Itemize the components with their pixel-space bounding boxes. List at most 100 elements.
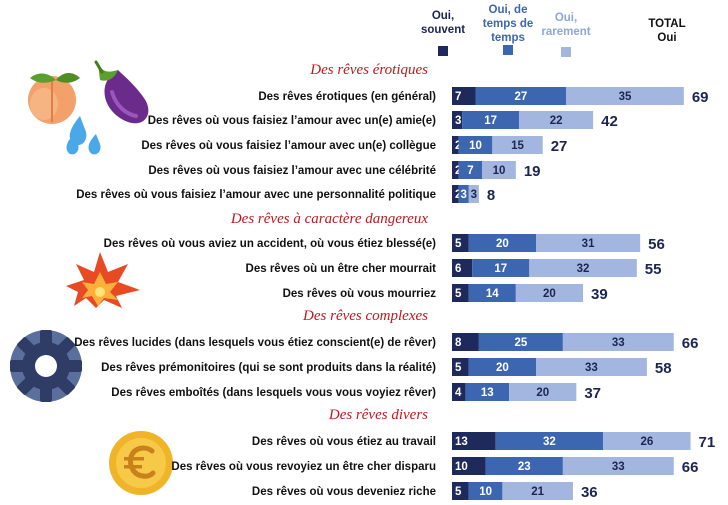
bar-segment bbox=[452, 284, 469, 302]
bar-value-label: 23 bbox=[518, 461, 531, 473]
bar-value-label: 2 bbox=[455, 165, 461, 177]
bar-value-label: 5 bbox=[455, 288, 462, 300]
bar-value-label: 10 bbox=[493, 165, 506, 177]
bar-value-label: 8 bbox=[455, 337, 462, 349]
bar-segment bbox=[452, 185, 459, 203]
bar-value-label: 17 bbox=[494, 263, 507, 275]
legend-label-rarement: rarement bbox=[541, 26, 590, 38]
section: Des rêves divers Des rêves où vous étiez … bbox=[171, 407, 715, 501]
bar-total-label: 37 bbox=[584, 385, 601, 402]
legend-swatch-rarement bbox=[561, 47, 571, 57]
bar-row-label: Des rêves lucides (dans lesquels vous ét… bbox=[74, 337, 436, 349]
bar-total-label: 8 bbox=[487, 187, 495, 204]
bar-row-label: Des rêves où vous faisiez l’amour avec u… bbox=[141, 140, 436, 152]
bar-value-label: 25 bbox=[514, 337, 527, 349]
section-title: Des rêves complexes bbox=[302, 308, 428, 324]
section-title: Des rêves érotiques bbox=[309, 62, 428, 78]
bar-value-label: 22 bbox=[550, 115, 563, 127]
bar-segment bbox=[468, 284, 516, 302]
legend-label-rarement: Oui, bbox=[555, 12, 577, 24]
bar-segment bbox=[452, 333, 479, 351]
bar-segment bbox=[452, 457, 486, 475]
bar-value-label: 5 bbox=[455, 362, 462, 374]
section-title: Des rêves divers bbox=[328, 407, 428, 423]
bar-total-label: 27 bbox=[551, 138, 568, 155]
bar-segment bbox=[468, 358, 536, 376]
bar-value-label: 2 bbox=[455, 140, 461, 152]
bar-value-label: 2 bbox=[455, 189, 461, 201]
bar-total-label: 19 bbox=[524, 163, 541, 180]
bar-total-label: 42 bbox=[601, 113, 618, 130]
bar-total-label: 56 bbox=[648, 236, 665, 253]
bar-value-label: 3 bbox=[471, 189, 477, 201]
bar-segment bbox=[536, 234, 641, 252]
bar-row-label: Des rêves où vous faisiez l’amour avec u… bbox=[148, 115, 436, 127]
bar-total-label: 55 bbox=[645, 261, 662, 278]
bar-total-label: 66 bbox=[682, 459, 699, 476]
bar-value-label: 15 bbox=[511, 140, 524, 152]
legend: Oui, souvent Oui, de temps de temps Oui, rarem… bbox=[421, 4, 686, 57]
gear-icon bbox=[10, 330, 82, 402]
bar-total-label: 69 bbox=[692, 89, 709, 106]
bar-segment bbox=[468, 185, 479, 203]
bar-segment bbox=[478, 333, 563, 351]
bar-value-label: 10 bbox=[479, 486, 492, 498]
bar-row-label: Des rêves où vous faisiez l’amour avec u… bbox=[148, 165, 436, 177]
bar-segment bbox=[468, 234, 536, 252]
bar-segment bbox=[452, 87, 476, 105]
bar-row-label: Des rêves où vous mourriez bbox=[283, 288, 437, 300]
bar-segment bbox=[502, 482, 573, 500]
bar-segment bbox=[515, 284, 584, 302]
euro-coin-icon bbox=[109, 431, 173, 495]
bar-segment bbox=[468, 482, 503, 500]
bar-total-label: 66 bbox=[682, 335, 699, 352]
bar-segment bbox=[452, 234, 469, 252]
bar-row: Des rêves érotiques (en général) 7 27 35 69 bbox=[258, 87, 709, 106]
bar-segment bbox=[529, 259, 637, 277]
bar-row-label: Des rêves emboîtés (dans lesquels vous v… bbox=[111, 387, 436, 399]
bar-row: Des rêves prémonitoires (qui se sont pro… bbox=[101, 358, 672, 377]
bar-row-label: Des rêves où vous revoyiez un être cher … bbox=[171, 461, 436, 473]
bar-value-label: 20 bbox=[543, 288, 556, 300]
bar-row: Des rêves où vous faisiez l’amour avec u… bbox=[148, 161, 541, 180]
bar-value-label: 10 bbox=[469, 140, 482, 152]
bar-total-label: 36 bbox=[581, 484, 598, 501]
legend-label-souvent: souvent bbox=[421, 24, 465, 36]
bar-segment bbox=[562, 333, 674, 351]
legend-swatch-souvent bbox=[438, 46, 448, 56]
peach-eggplant-droplets-icon bbox=[28, 60, 149, 155]
bar-row: Des rêves où vous faisiez l’amour avec u… bbox=[148, 111, 618, 130]
bar-segment bbox=[452, 358, 469, 376]
bar-row: Des rêves où vous revoyiez un être cher … bbox=[171, 457, 698, 476]
bar-value-label: 32 bbox=[543, 436, 556, 448]
bar-value-label: 33 bbox=[585, 362, 598, 374]
bar-segment bbox=[509, 383, 577, 401]
bar-value-label: 20 bbox=[496, 238, 509, 250]
bar-segment bbox=[452, 482, 469, 500]
explosion-icon bbox=[66, 252, 140, 308]
section: Des rêves érotiques Des rêves érotiques (… bbox=[76, 62, 708, 204]
bar-value-label: 20 bbox=[496, 362, 509, 374]
bar-value-label: 27 bbox=[514, 91, 527, 103]
bar-segment bbox=[465, 383, 510, 401]
bar-value-label: 3 bbox=[455, 115, 461, 127]
sections: Des rêves érotiques Des rêves érotiques (… bbox=[74, 62, 715, 501]
legend-label-temps: Oui, de bbox=[489, 4, 528, 16]
bar-segment bbox=[492, 136, 543, 154]
bar-segment bbox=[475, 87, 567, 105]
bar-row: Des rêves où vous deveniez riche 5 10 21 36 bbox=[252, 482, 598, 501]
section: Des rêves complexes Des rêves lucides (da… bbox=[74, 308, 698, 402]
legend-label-temps: temps de bbox=[483, 18, 534, 30]
bar-row-label: Des rêves où vous aviez un accident, où … bbox=[104, 238, 437, 250]
icons bbox=[10, 60, 173, 495]
bar-segment bbox=[519, 111, 594, 129]
bar-row-label: Des rêves érotiques (en général) bbox=[258, 91, 436, 103]
bar-row: Des rêves où vous faisiez l’amour avec u… bbox=[141, 136, 567, 155]
bar-row: Des rêves où vous mourriez 5 14 20 39 bbox=[283, 284, 608, 303]
bar-row-label: Des rêves où vous faisiez l’amour avec u… bbox=[76, 189, 436, 201]
bar-value-label: 7 bbox=[467, 165, 473, 177]
bar-row: Des rêves où vous aviez un accident, où … bbox=[104, 234, 665, 253]
bar-segment bbox=[485, 457, 563, 475]
bar-segment bbox=[495, 432, 604, 450]
